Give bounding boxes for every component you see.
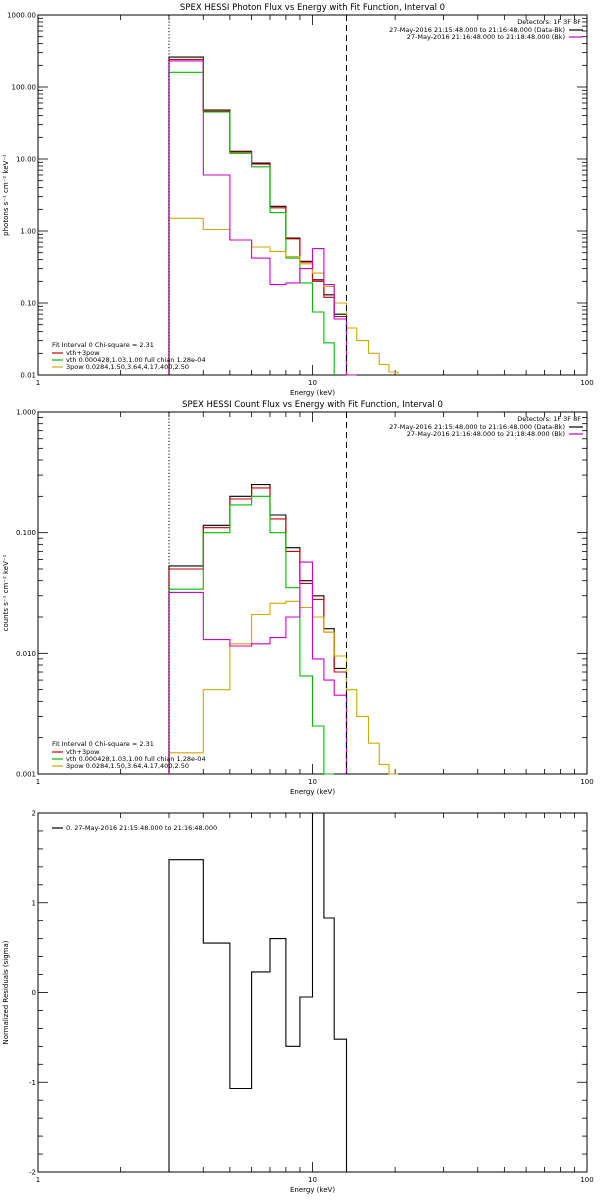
count-x-tick-label: 100 [580, 778, 593, 786]
photon-series-0 [168, 56, 348, 375]
photon-y-tick-label: 0.01 [20, 372, 36, 380]
count-panel: SPEX HESSI Count Flux vs Energy with Fit… [2, 400, 594, 796]
photon-x-tick-label: 10 [308, 379, 317, 387]
photon-title: SPEX HESSI Photon Flux vs Energy with Fi… [180, 3, 445, 13]
count-legend-fit: Fit Interval 0 Chi-square = 2.31 [52, 740, 154, 748]
photon-x-axis-label: Energy (keV) [290, 389, 335, 397]
photon-series-1 [168, 59, 348, 375]
count-y-tick-label: 0.001 [16, 771, 36, 779]
residuals-panel: 1 10 100 Energy (keV) -2 -1 0 1 2 Normalized Resi… [2, 810, 594, 1195]
residuals-legend-entry: 0. 27-May-2016 21:15:48.000 to 21:16:48.… [66, 824, 217, 832]
count-title: SPEX HESSI Count Flux vs Energy with Fit… [182, 400, 443, 410]
count-legend-detectors: Detectors: 1F 3F 8F [517, 415, 581, 423]
photon-legend-detectors: Detectors: 1F 3F 8F [517, 18, 581, 26]
count-legend-entry: vth+3pow [66, 748, 100, 756]
count-series-4 [168, 561, 348, 774]
photon-plot-frame [37, 14, 588, 376]
residuals-y-tick-label: 1 [32, 899, 36, 907]
photon-legend-entry: 27-May-2016 21:16:48.000 to 21:18:48.000… [407, 33, 565, 41]
residuals-y-axis-label: Normalized Residuals (sigma) [2, 940, 10, 1044]
photon-x-tick-label: 1 [36, 379, 40, 387]
residuals-series-0 [168, 812, 348, 1172]
count-legend-entry: 27-May-2016 21:15:48.000 to 21:16:48.000… [389, 423, 565, 431]
residuals-x-axis-label: Energy (keV) [290, 1186, 335, 1194]
photon-panel: SPEX HESSI Photon Flux vs Energy with Fi… [2, 3, 594, 397]
photon-series-3 [168, 217, 399, 375]
count-legend-entry: vth 0.000428,1.03,1.00 full chian 1.28e-… [66, 755, 206, 763]
count-x-tick-label: 10 [308, 778, 317, 786]
photon-y-tick-label: 0.10 [20, 300, 36, 308]
residuals-x-tick-label: 10 [308, 1176, 317, 1184]
photon-legend-fit: Fit Interval 0 Chi-square = 2.31 [52, 341, 154, 349]
count-y-tick-label: 0.100 [16, 529, 36, 537]
count-series-0 [168, 484, 348, 774]
photon-y-axis-label: photons s⁻¹ cm⁻² keV⁻¹ [2, 154, 10, 236]
photon-legend-entry: 3pow 0.0284,1.50,3.64,4.17,400,2.50 [66, 363, 189, 371]
photon-y-tick-label: 100.00 [12, 84, 37, 92]
count-y-tick-label: 0.010 [16, 650, 36, 658]
photon-series-2 [168, 71, 335, 375]
photon-x-tick-label: 100 [580, 379, 593, 387]
count-y-tick-label: 1.000 [16, 409, 36, 417]
photon-legend-entry: vth 0.000428,1.03,1.00 full chian 1.28e-… [66, 356, 206, 364]
photon-y-tick-label: 1000.00 [7, 12, 36, 20]
count-legend-entry: 3pow 0.0284,1.50,3.64,4.17,400,2.50 [66, 762, 189, 770]
photon-legend-entry: 27-May-2016 21:15:48.000 to 21:16:48.000… [389, 26, 565, 34]
count-series-2 [168, 495, 335, 775]
residuals-x-tick-label: 100 [580, 1176, 593, 1184]
residuals-y-tick-label: 2 [32, 810, 36, 818]
residuals-y-tick-label: 0 [32, 989, 36, 997]
count-y-axis-label: counts s⁻¹ cm⁻² keV⁻¹ [2, 554, 10, 631]
residuals-y-tick-label: -2 [29, 1169, 36, 1177]
photon-y-tick-label: 1.00 [20, 228, 36, 236]
count-legend-entry: 27-May-2016 21:16:48.000 to 21:18:48.000… [407, 430, 565, 438]
residuals-x-tick-label: 1 [36, 1176, 40, 1184]
photon-series-4 [168, 60, 357, 376]
residuals-y-tick-label: -1 [29, 1079, 36, 1087]
photon-legend-entry: vth+3pow [66, 349, 100, 357]
count-x-tick-label: 1 [36, 778, 40, 786]
photon-y-tick-label: 10.00 [16, 156, 36, 164]
count-series-1 [168, 487, 348, 774]
count-x-axis-label: Energy (keV) [290, 788, 335, 796]
